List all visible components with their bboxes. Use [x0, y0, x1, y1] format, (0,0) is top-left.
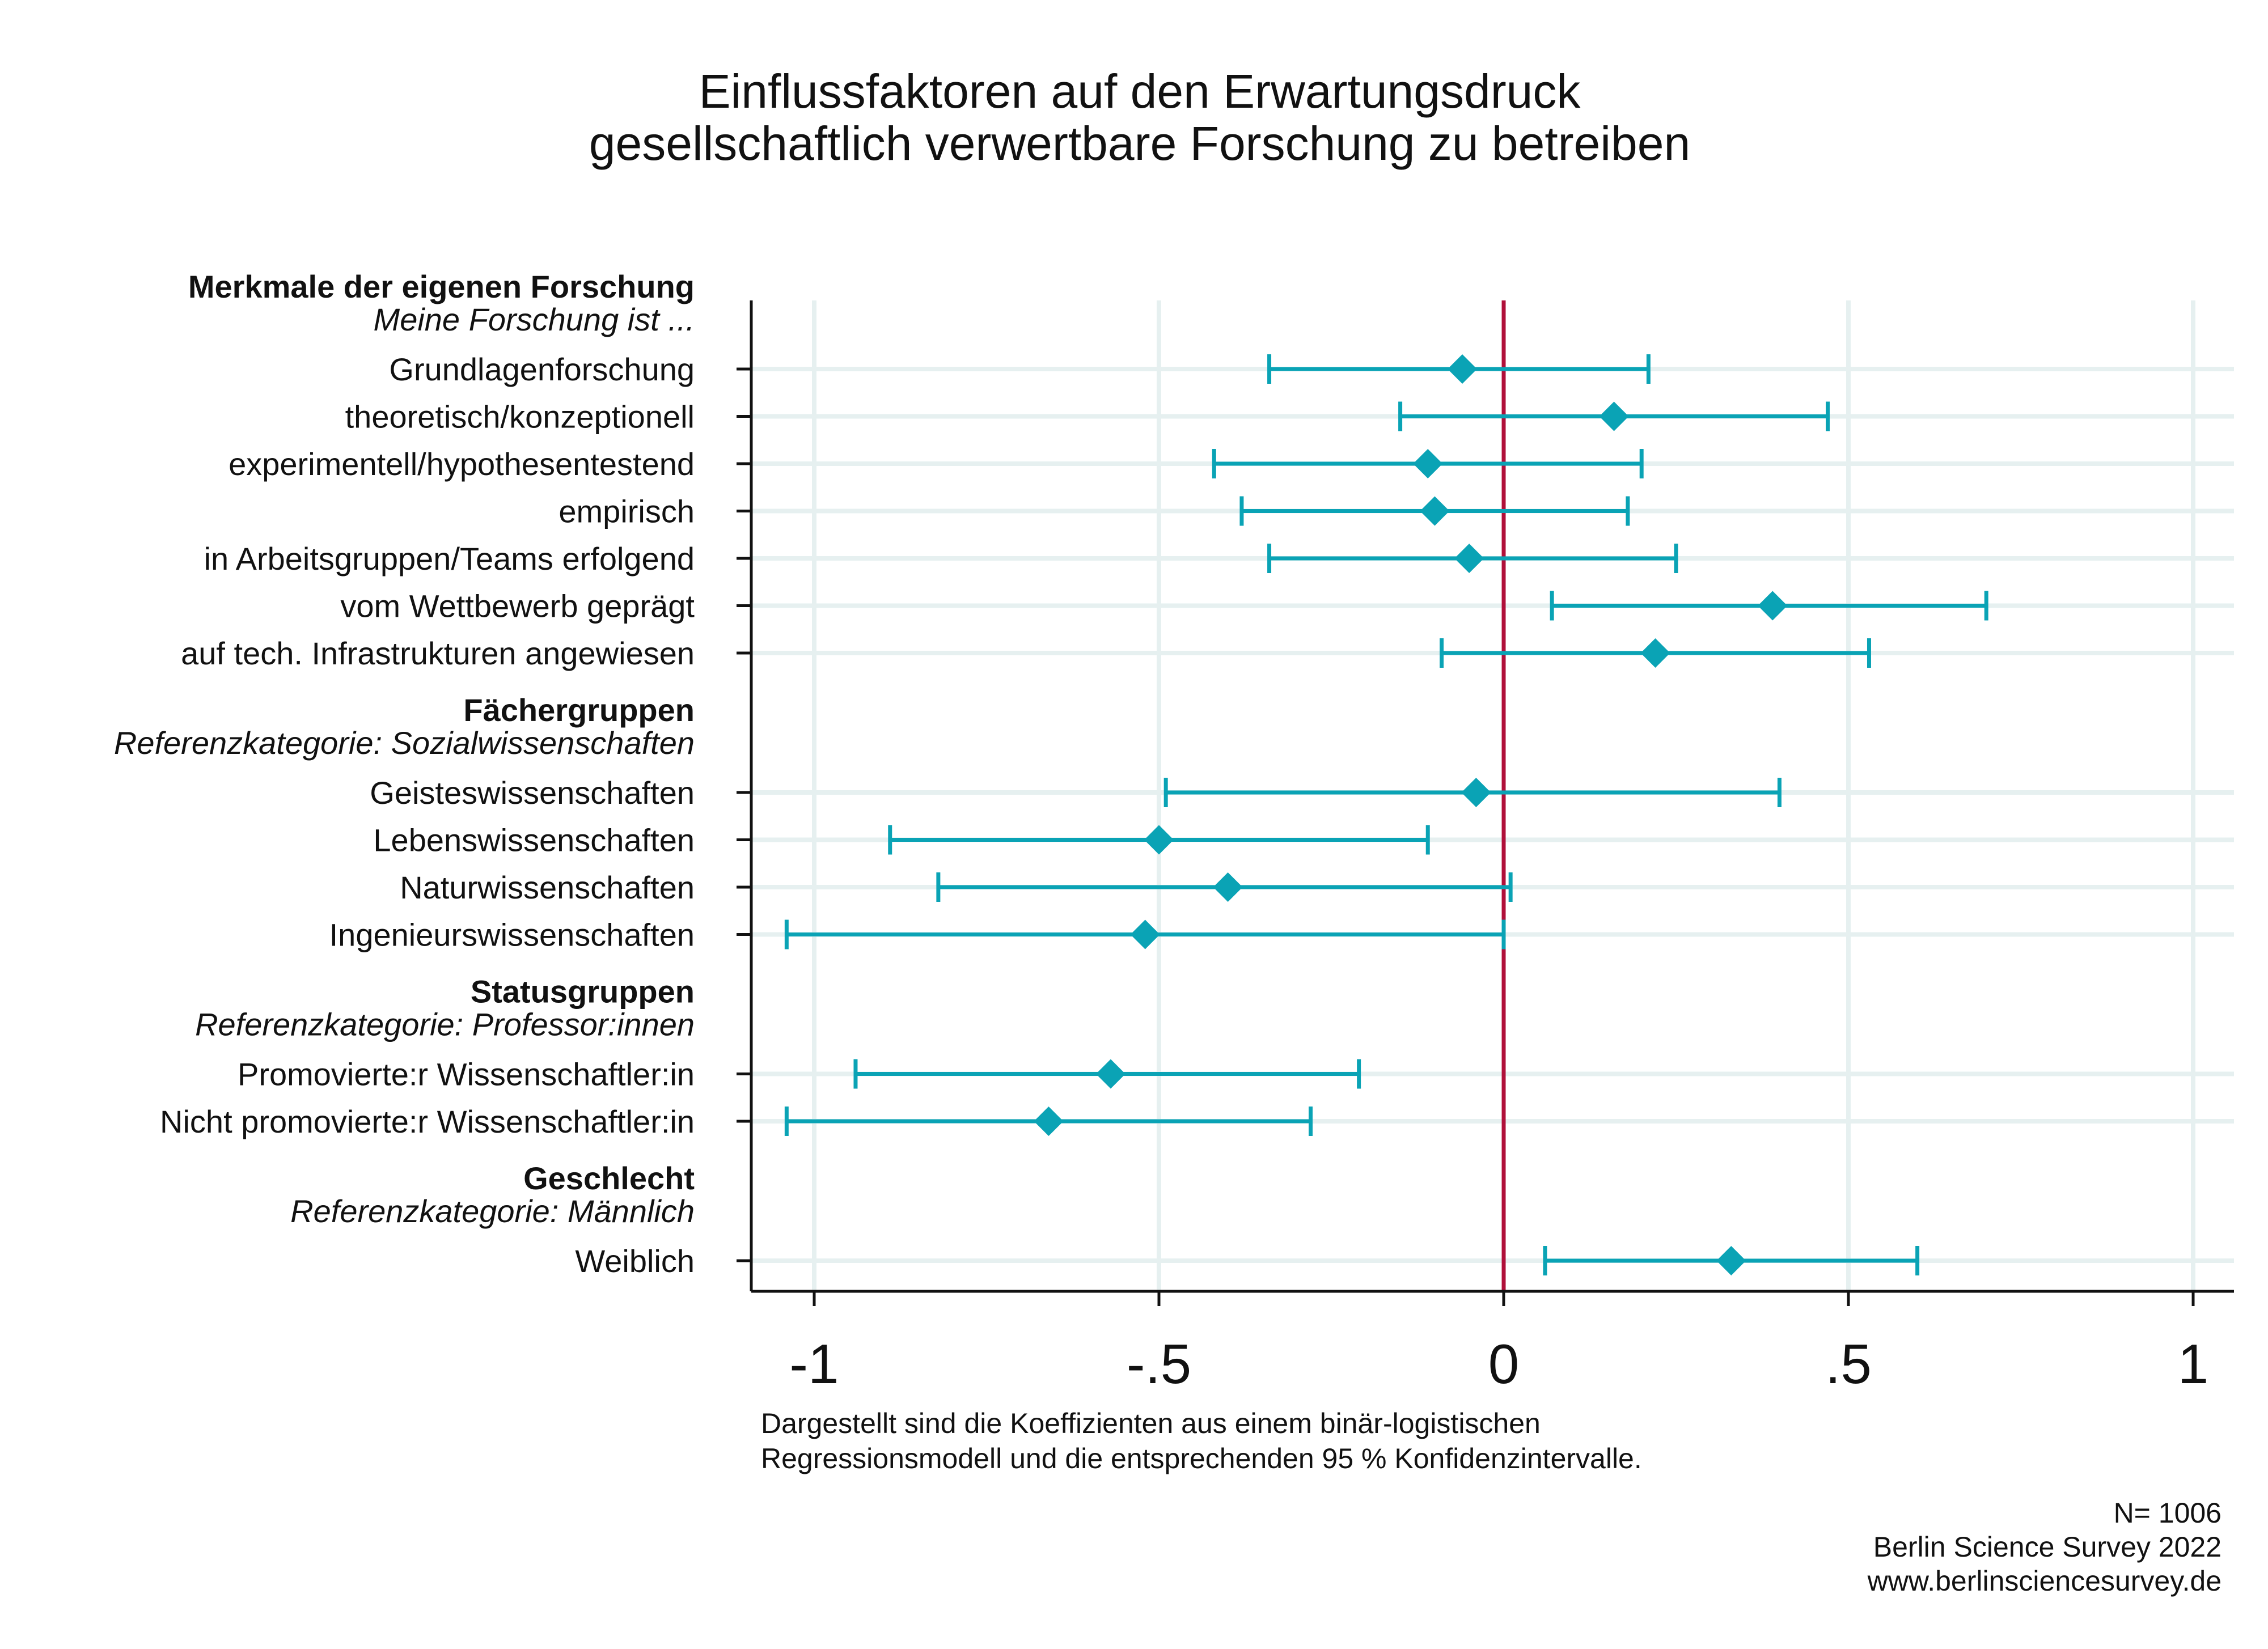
category-label: Grundlagenforschung: [389, 351, 695, 387]
category-label: theoretisch/konzeptionell: [345, 399, 695, 435]
coefficient-mark: [1550, 591, 1988, 621]
category-label: Lebenswissenschaften: [373, 823, 695, 858]
chart-title: Einflussfaktoren auf den Erwartungsdruck…: [589, 65, 1690, 170]
sample-size: N= 1006: [2114, 1497, 2222, 1529]
coefficient-point: [1034, 1107, 1064, 1136]
model-note-line-1: Dargestellt sind die Koeffizienten aus e…: [761, 1408, 1541, 1439]
coefficient-mark: [1267, 354, 1651, 384]
group-heading: Fächergruppen: [463, 692, 695, 728]
coefficient-mark: [1398, 401, 1830, 431]
category-label: Weiblich: [575, 1243, 695, 1279]
category-label: Naturwissenschaften: [400, 870, 695, 905]
axes: [737, 300, 2234, 1306]
category-label: empirisch: [558, 494, 695, 529]
x-tick-label: .5: [1825, 1333, 1872, 1395]
coefficient-mark: [936, 872, 1513, 902]
category-label: in Arbeitsgruppen/Teams erfolgend: [204, 541, 695, 576]
category-label: auf tech. Infrastrukturen angewiesen: [181, 635, 695, 671]
chart-title-line-2: gesellschaftlich verwertbare Forschung z…: [589, 117, 1690, 170]
coefficient-point: [1599, 401, 1629, 431]
group-subheading: Meine Forschung ist ...: [374, 302, 695, 337]
coefficient-mark: [1212, 449, 1644, 478]
coefficient-mark: [1239, 496, 1630, 526]
coefficient-mark: [888, 825, 1430, 855]
group-heading: Statusgruppen: [471, 974, 695, 1010]
model-note: Dargestellt sind die Koeffizienten aus e…: [761, 1408, 1642, 1474]
coefficient-point: [1420, 496, 1450, 526]
coefficient-mark: [1267, 544, 1678, 573]
model-note-line-2: Regressionsmodell und die entsprechenden…: [761, 1443, 1642, 1474]
coefficient-mark: [853, 1059, 1361, 1089]
coefficient-point: [1130, 919, 1160, 949]
x-tick-label: -1: [789, 1333, 839, 1395]
x-tick-label: -.5: [1127, 1333, 1191, 1395]
coefficient-mark: [784, 1107, 1313, 1136]
chart-title-line-1: Einflussfaktoren auf den Erwartungsdruck: [699, 65, 1581, 118]
coefficient-point: [1461, 778, 1491, 807]
category-label: Ingenieurswissenschaften: [329, 917, 695, 953]
group-heading: Merkmale der eigenen Forschung: [188, 269, 695, 304]
survey-name: Berlin Science Survey 2022: [1873, 1531, 2222, 1563]
category-label: vom Wettbewerb geprägt: [340, 588, 695, 624]
category-label: Promovierte:r Wissenschaftler:in: [238, 1057, 695, 1092]
x-tick-label: 0: [1488, 1333, 1520, 1395]
x-tick-label: 1: [2178, 1333, 2209, 1395]
coefficient-point: [1758, 591, 1788, 621]
coefficient-point: [1448, 354, 1478, 384]
group-subheading: Referenzkategorie: Professor:innen: [195, 1007, 695, 1042]
coefficient-point: [1413, 449, 1443, 478]
coefficient-point: [1213, 872, 1243, 902]
source-info: N= 1006 Berlin Science Survey 2022 www.b…: [1867, 1497, 2222, 1597]
category-label: Nicht promovierte:r Wissenschaftler:in: [160, 1104, 695, 1139]
coefficient-point: [1640, 638, 1670, 668]
group-heading: Geschlecht: [523, 1160, 695, 1196]
group-subheading: Referenzkategorie: Sozialwissenschaften: [114, 725, 695, 761]
coefficient-mark: [1163, 778, 1782, 807]
coefficient-point: [1454, 544, 1484, 573]
coefficient-mark: [1440, 638, 1871, 668]
coefficient-marks: [784, 354, 1988, 1275]
coefficient-mark: [1543, 1246, 1920, 1275]
coefficient-point: [1144, 825, 1174, 855]
group-subheading: Referenzkategorie: Männlich: [290, 1193, 695, 1229]
coefficient-point: [1095, 1059, 1125, 1089]
coefficient-mark: [784, 919, 1506, 949]
coefficient-point: [1716, 1246, 1746, 1275]
category-label: Geisteswissenschaften: [370, 775, 695, 811]
x-axis-tick-labels: -1 -.5 0 .5 1: [789, 1333, 2208, 1395]
grid-lines: [751, 300, 2234, 1291]
survey-url: www.berlinsciencesurvey.de: [1867, 1565, 2222, 1597]
category-label: experimentell/hypothesentestend: [229, 446, 695, 482]
